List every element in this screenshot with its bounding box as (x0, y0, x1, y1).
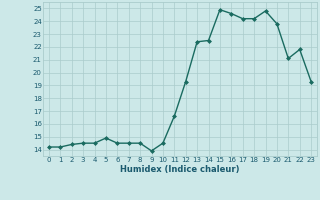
X-axis label: Humidex (Indice chaleur): Humidex (Indice chaleur) (120, 165, 240, 174)
